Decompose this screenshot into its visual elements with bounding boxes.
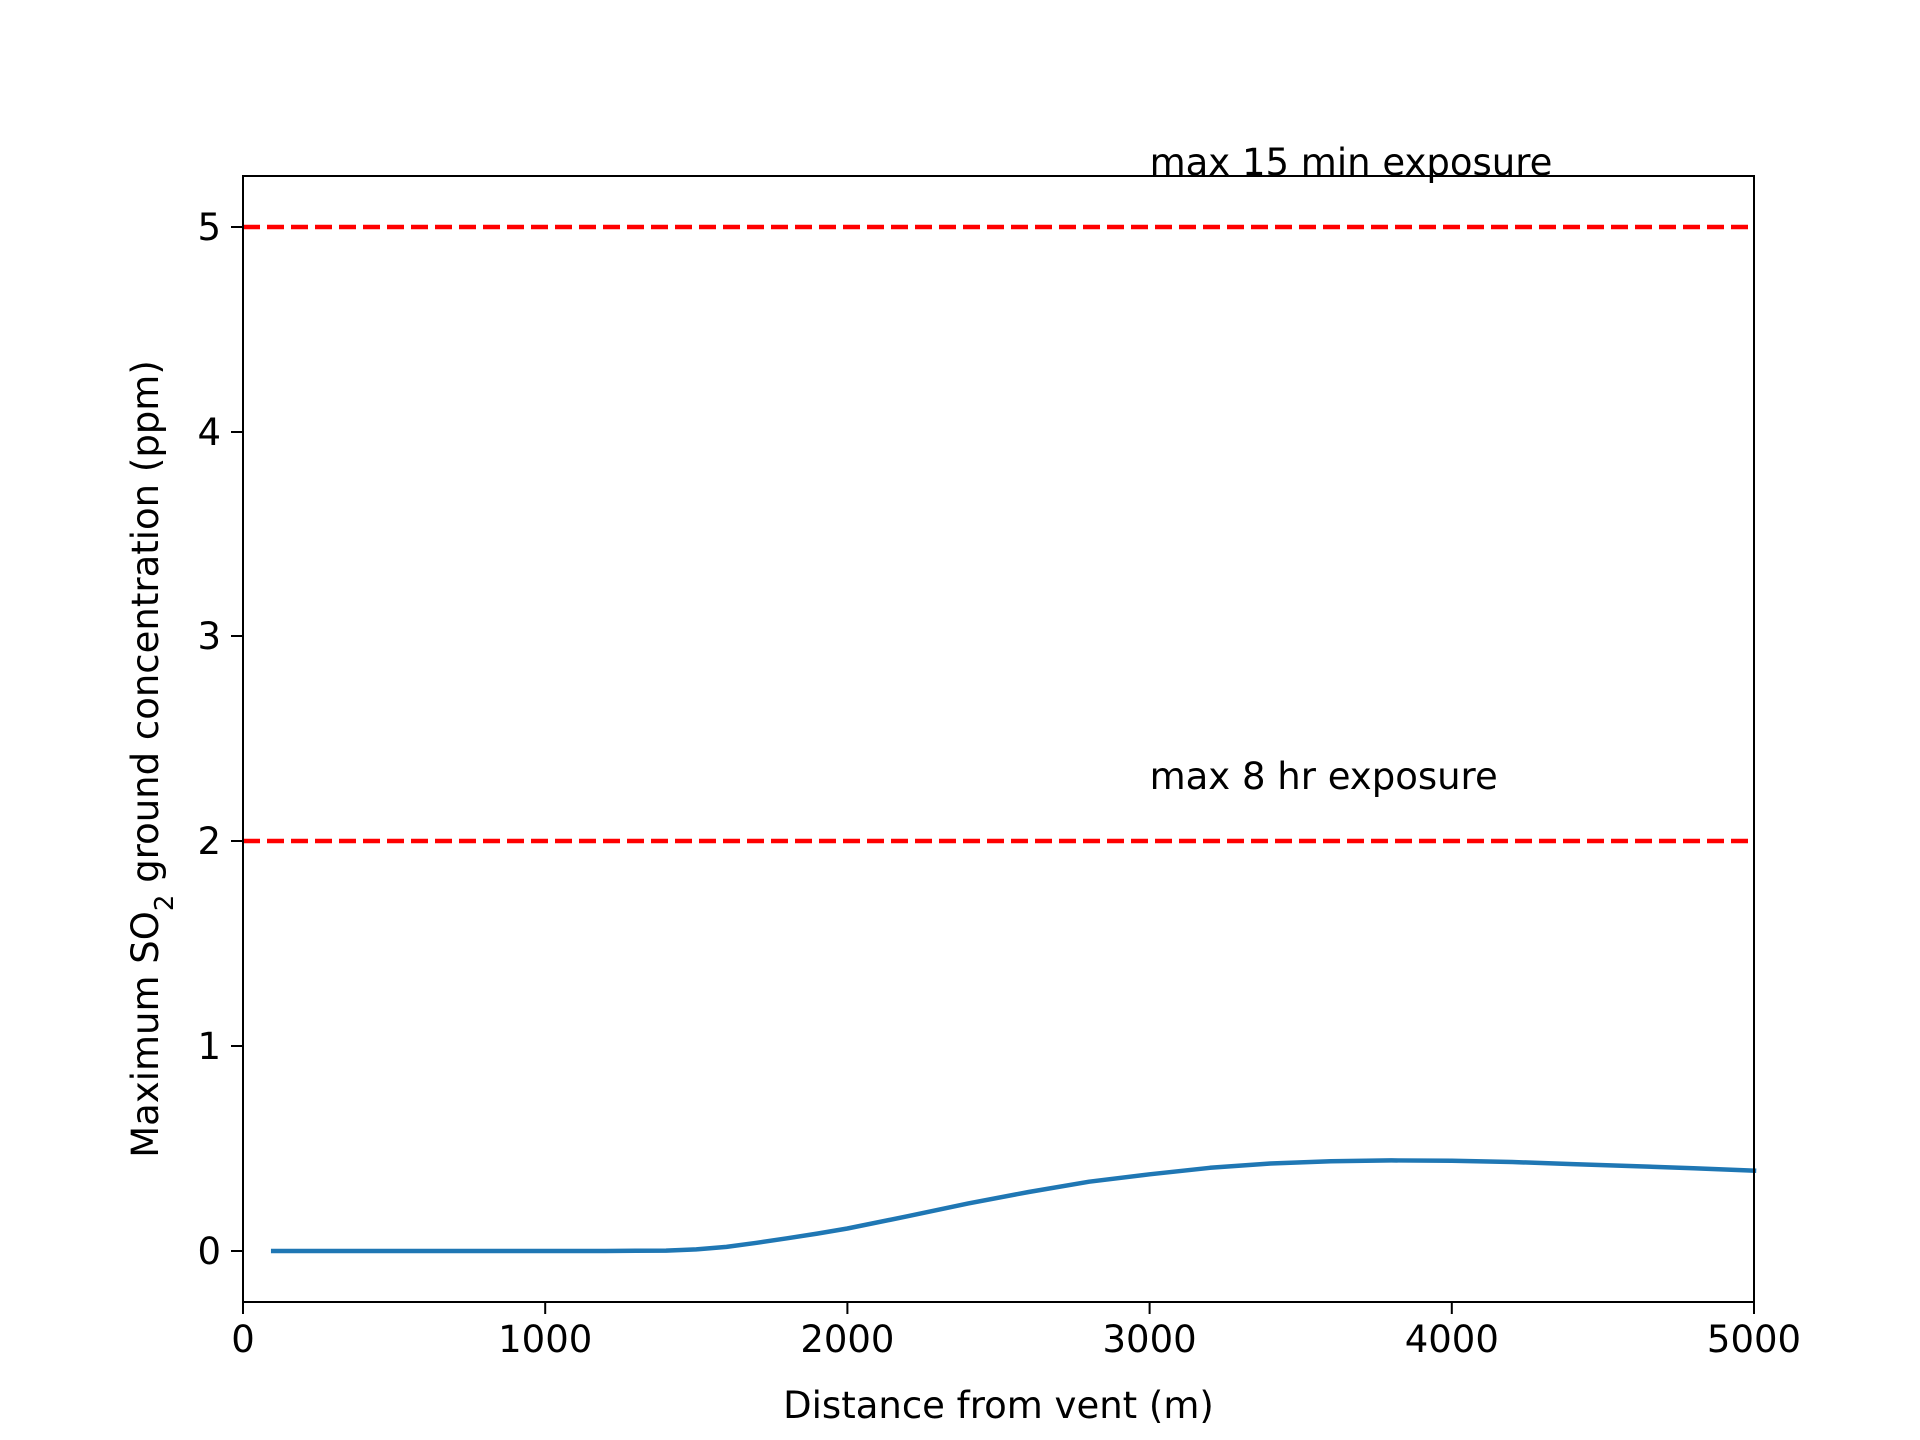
threshold-lines <box>243 224 1754 844</box>
series-line-0 <box>270 1158 1757 1254</box>
x-tick-label-0: 0 <box>231 1318 255 1361</box>
series-layer <box>270 1158 1757 1254</box>
y-tick-label-0: 0 <box>197 1230 221 1273</box>
x-axis-label: Distance from vent (m) <box>783 1384 1214 1427</box>
x-tick-label-3: 3000 <box>1103 1318 1197 1361</box>
y-axis-label-subscript: 2 <box>150 895 180 912</box>
x-tick-label-2: 2000 <box>800 1318 894 1361</box>
y-tick-label-2: 2 <box>197 820 221 863</box>
plot-frame <box>242 175 1755 1303</box>
x-tick-label-4: 4000 <box>1405 1318 1499 1361</box>
threshold-label-1: max 8 hr exposure <box>1150 755 1498 798</box>
threshold-annotations: max 15 min exposure max 8 hr exposure <box>1150 141 1553 798</box>
y-axis-label: Maximum SO2 ground concentration (ppm) <box>124 360 180 1158</box>
y-axis-label-rest: ground concentration (ppm) <box>124 360 167 894</box>
y-axis-label-main: Maximum SO <box>124 911 167 1158</box>
y-tick-label-5: 5 <box>197 206 221 249</box>
y-tick-label-1: 1 <box>197 1025 221 1068</box>
y-tick-label-4: 4 <box>197 411 221 454</box>
y-tick-label-3: 3 <box>197 615 221 658</box>
y-axis-ticks: 0 1 2 3 4 5 <box>197 206 243 1273</box>
x-tick-label-5: 5000 <box>1707 1318 1801 1361</box>
x-tick-label-1: 1000 <box>498 1318 592 1361</box>
threshold-label-0: max 15 min exposure <box>1150 141 1553 184</box>
x-axis-ticks: 0 1000 2000 3000 4000 5000 <box>231 1302 1801 1361</box>
